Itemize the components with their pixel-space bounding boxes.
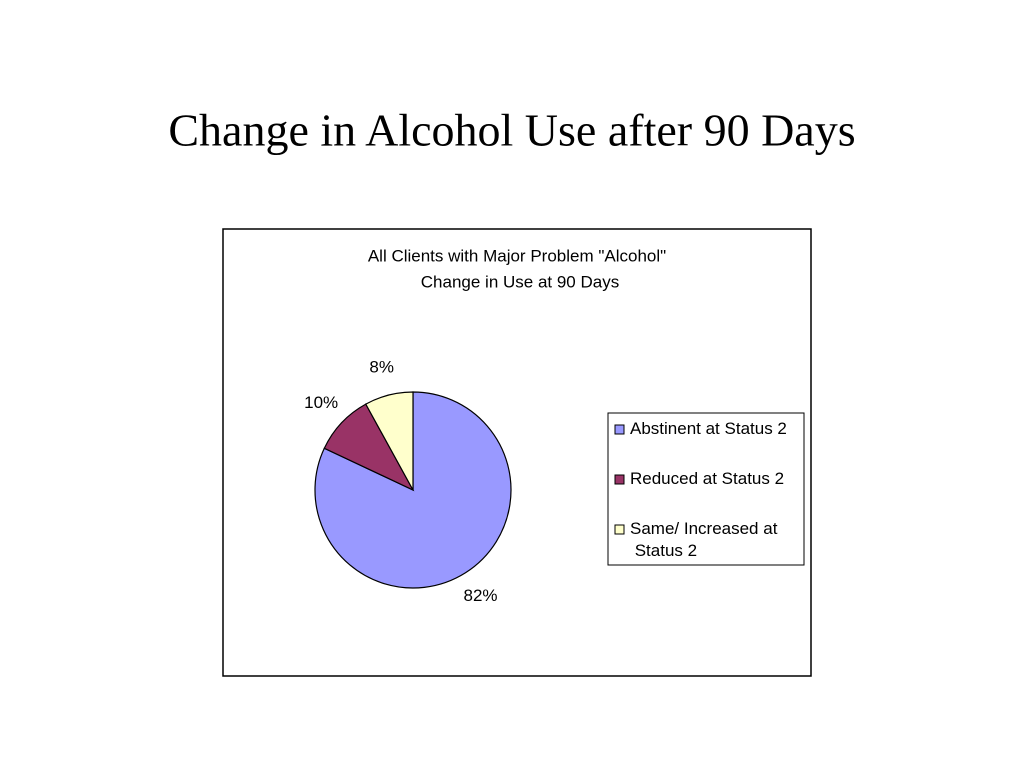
- legend-swatch: [614, 524, 625, 535]
- data-label: 10%: [304, 393, 338, 412]
- pie-slice: [364, 391, 414, 491]
- legend-label: Same/ Increased at Status 2: [630, 519, 778, 560]
- slide-title: Change in Alcohol Use after 90 Days: [168, 105, 855, 156]
- chart-title: All Clients with Major Problem "Alcohol": [368, 246, 666, 265]
- legend-swatch: [614, 424, 625, 435]
- data-label: 82%: [463, 586, 497, 605]
- legend-box: [607, 412, 805, 566]
- data-label: 8%: [369, 357, 394, 376]
- legend-label: Abstinent at Status 2: [630, 419, 787, 438]
- legend-label: Reduced at Status 2: [630, 469, 784, 488]
- legend-swatch: [614, 474, 625, 485]
- chart-subtitle: Change in Use at 90 Days: [421, 272, 619, 291]
